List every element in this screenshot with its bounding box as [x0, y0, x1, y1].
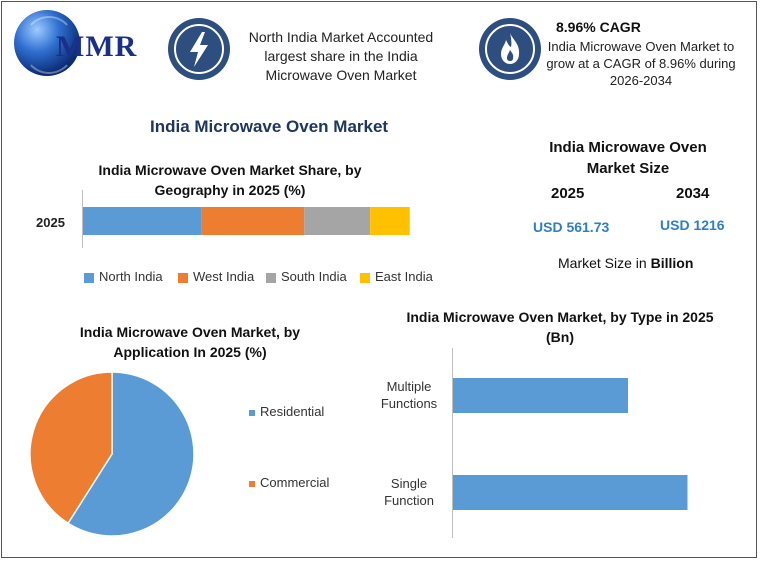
application-chart-title: India Microwave Oven Market, by Applicat…: [79, 324, 301, 360]
geography-chart-title: India Microwave Oven Market Share, by Ge…: [98, 162, 362, 198]
geo-segment-east-india: [370, 207, 410, 235]
logo-text: MMR: [56, 30, 138, 63]
pie-slice-residential: [67, 371, 195, 537]
type-axis-line: [452, 348, 453, 538]
legend-commercial: Commercial: [249, 475, 329, 490]
pie-slice-commercial: [29, 371, 113, 525]
market-size-value-2025: USD 561.73: [533, 219, 610, 235]
legend-swatch: [249, 480, 255, 487]
legend-west-india: West India: [178, 269, 254, 284]
market-size-note-unit: Billion: [650, 255, 694, 271]
legend-label: North India: [99, 269, 163, 284]
lightning-bolt-icon: [168, 18, 230, 80]
legend-label: West India: [193, 269, 255, 284]
legend-swatch: [178, 272, 188, 283]
geo-segment-west-india: [201, 207, 305, 235]
legend-residential: Residential: [249, 404, 324, 419]
market-size-year-2034: 2034: [676, 185, 710, 202]
cagr-title: 8.96% CAGR: [556, 19, 641, 35]
market-size-note-prefix: Market Size in: [558, 255, 651, 271]
application-pie-chart: [29, 371, 195, 537]
flame-icon: [479, 18, 541, 80]
legend-swatch: [84, 272, 94, 283]
legend-swatch: [249, 409, 255, 416]
market-size-year-2025: 2025: [551, 185, 585, 202]
legend-label: East India: [375, 269, 433, 284]
legend-north-india: North India: [84, 269, 163, 284]
legend-label: Commercial: [260, 475, 330, 490]
geography-category-label: 2025: [36, 215, 65, 230]
type-category-single-function: Single Function: [384, 476, 434, 508]
type-chart-title: India Microwave Oven Market, by Type in …: [406, 309, 714, 345]
main-title: India Microwave Oven Market: [150, 117, 389, 136]
legend-label: South India: [281, 269, 347, 284]
legend-south-india: South India: [266, 269, 347, 284]
globe-logo-icon: [14, 10, 80, 76]
header-info-north-india: North India Market Accounted largest sha…: [248, 29, 434, 83]
type-bar-multiple-functions: [453, 378, 628, 413]
market-size-note: Market Size in Billion: [558, 255, 693, 271]
type-bar-chart: [453, 378, 688, 510]
legend-swatch: [360, 272, 370, 283]
legend-east-india: East India: [360, 269, 433, 284]
geo-segment-north-india: [83, 207, 202, 235]
market-size-value-2034: USD 1216: [660, 217, 725, 233]
type-bar-single-function: [453, 475, 688, 510]
geography-axis-line: [82, 190, 83, 248]
geography-stacked-bar: [83, 207, 410, 235]
legend-swatch: [266, 272, 276, 283]
geo-segment-south-india: [304, 207, 371, 235]
cagr-text: India Microwave Oven Market to grow at a…: [546, 39, 736, 88]
legend-label: Residential: [260, 404, 325, 419]
market-size-title: India Microwave Oven Market Size: [549, 139, 707, 177]
type-category-multiple-functions: Multiple Functions: [380, 379, 438, 411]
